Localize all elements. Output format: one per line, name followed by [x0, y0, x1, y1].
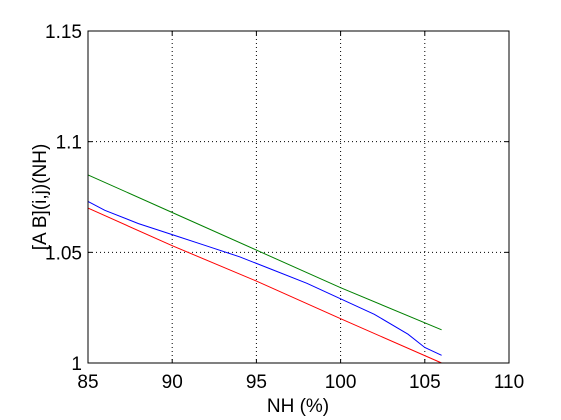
x-tick-labels: 85 90 95 100 105 110	[77, 372, 524, 393]
y-tick-label: 1	[71, 354, 82, 375]
x-axis-label: NH (%)	[267, 396, 329, 417]
x-tick-label: 85	[77, 372, 98, 393]
plot-area	[87, 30, 510, 364]
x-tick-label: 90	[162, 372, 183, 393]
plot-frame	[87, 30, 510, 364]
series-lines	[87, 174, 442, 364]
series-line-2	[87, 200, 442, 356]
x-tick-label: 105	[409, 372, 441, 393]
x-tick-label: 100	[325, 372, 357, 393]
y-tick-label: 1.1	[56, 133, 82, 154]
grid	[88, 31, 509, 363]
y-tick-label: 1.05	[45, 243, 82, 264]
x-tick-label: 95	[246, 372, 267, 393]
y-axis-label: [A B](i,j)(NH)	[30, 144, 51, 251]
series-line-1	[87, 174, 442, 331]
y-tick-label: 1.15	[45, 22, 82, 43]
series-line-3	[87, 207, 442, 364]
y-tick-labels: 1 1.05 1.1 1.15	[45, 22, 82, 375]
x-tick-label: 110	[494, 372, 524, 393]
